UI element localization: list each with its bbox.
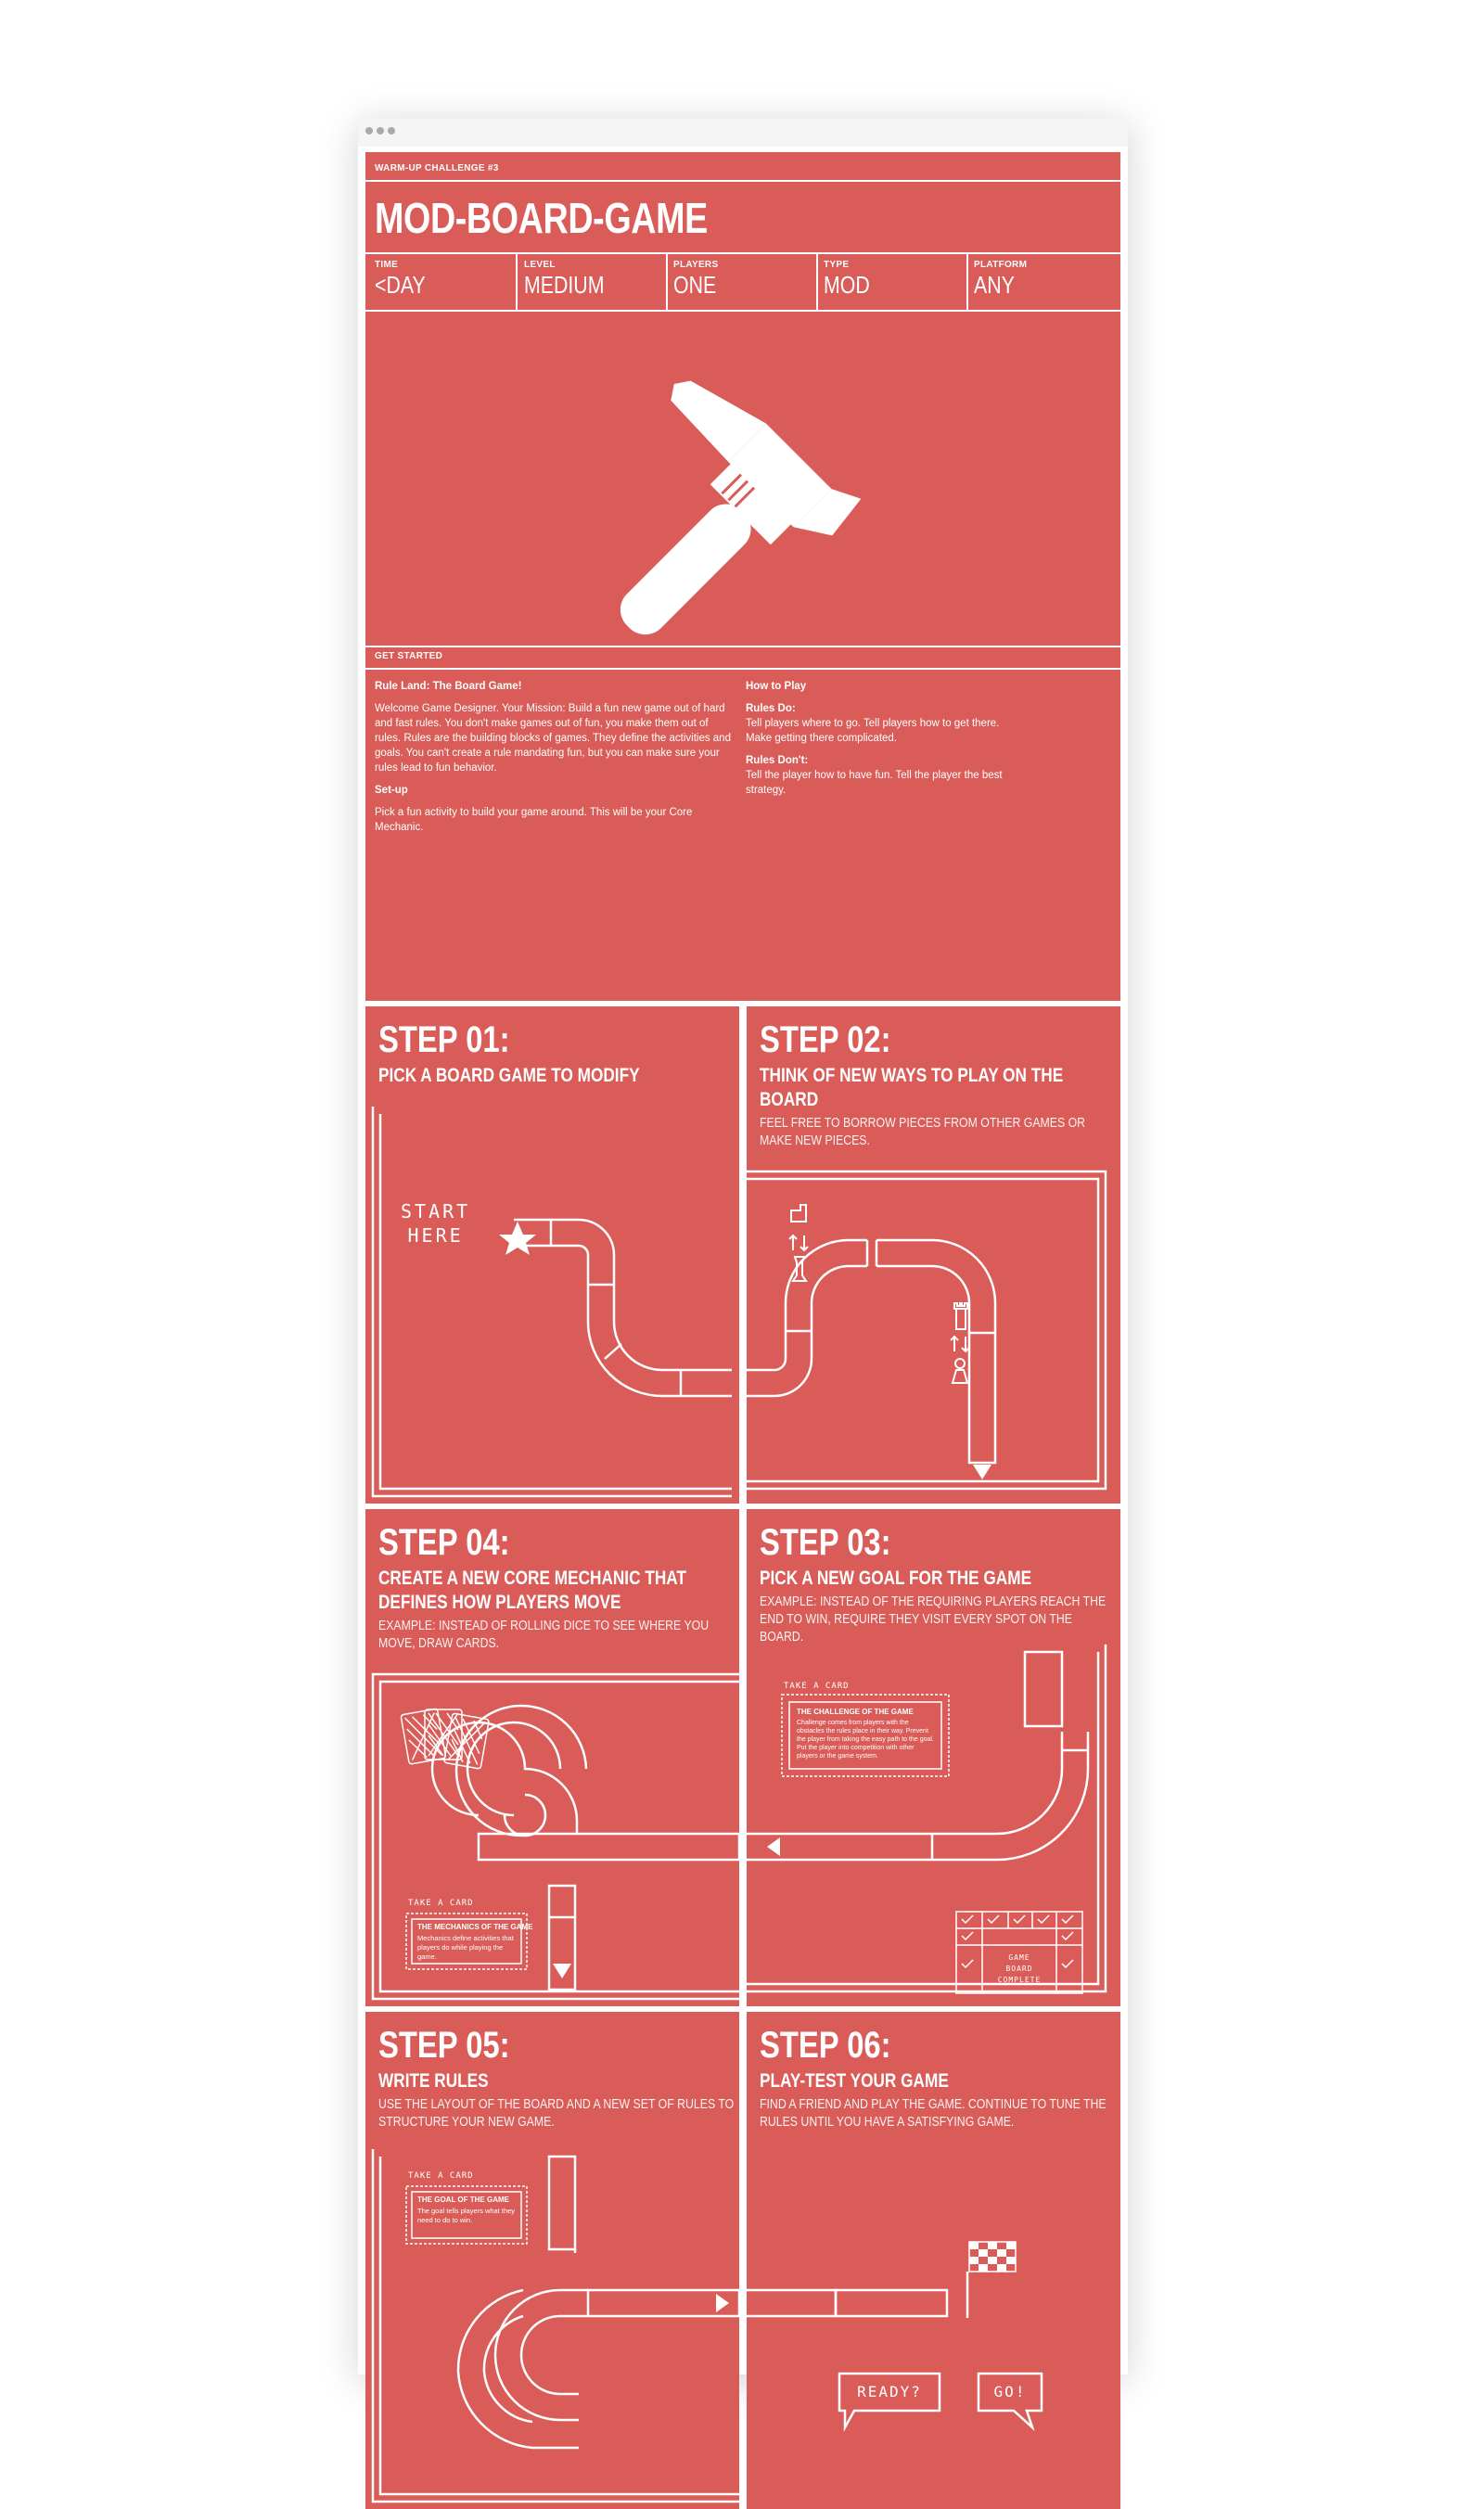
meta-label-level: LEVEL — [524, 260, 556, 270]
step-04-board-path — [371, 1672, 739, 2001]
step-04-title: STEP 04: — [378, 1522, 510, 1563]
game-board-complete-label: GAME BOARD COMPLETE — [990, 1952, 1049, 1986]
challenge-kicker: WARM-UP CHALLENGE #3 — [375, 163, 499, 173]
mechanics-card-title: THE MECHANICS OF THE GAME — [417, 1923, 533, 1931]
divider — [365, 310, 1120, 312]
goal-card-text: The goal tells players what they need to… — [417, 2207, 516, 2224]
complete-line: COMPLETE — [997, 1976, 1042, 1984]
step-04-subtitle: CREATE A NEW CORE MECHANIC THAT DEFINES … — [378, 1568, 686, 1613]
divider — [365, 252, 1120, 254]
step-05-subtitle: WRITE RULES — [378, 2070, 489, 2092]
meta-value-time: <DAY — [375, 271, 426, 299]
ready-bubble: READY? — [857, 2383, 922, 2400]
start-here-label: START HERE — [401, 1199, 470, 1248]
card-caption: TAKE A CARD — [408, 1899, 474, 1908]
step-04-card: STEP 04: CREATE A NEW CORE MECHANIC THAT… — [365, 1509, 739, 2006]
divider — [816, 252, 818, 310]
meta-value-players: ONE — [673, 271, 717, 299]
step-06-card: STEP 06: PLAY-TEST YOUR GAME FIND A FRIE… — [747, 2012, 1120, 2509]
rules-do-text: Tell players where to go. Tell players h… — [746, 718, 1000, 744]
step-06-board-path — [747, 2241, 1043, 2432]
step-01-title: STEP 01: — [378, 1019, 510, 1060]
step-05-title: STEP 05: — [378, 2025, 510, 2066]
step-01-subtitle: PICK A BOARD GAME TO MODIFY — [378, 1065, 640, 1086]
page-title: MOD-BOARD-GAME — [375, 194, 708, 242]
step-02-card: STEP 02: THINK OF NEW WAYS TO PLAY ON TH… — [747, 1006, 1120, 1504]
challenge-card-text: Challenge comes from players with the ob… — [797, 1720, 934, 1760]
window-dot[interactable] — [377, 127, 384, 134]
divider — [365, 180, 1120, 182]
step-01-card: STEP 01: PICK A BOARD GAME TO MODIFY STA… — [365, 1006, 739, 1504]
complete-line: BOARD — [1005, 1965, 1033, 1973]
goal-card-title: THE GOAL OF THE GAME — [417, 2195, 509, 2204]
hammer-icon — [620, 380, 862, 635]
step-03-title: STEP 03: — [760, 1522, 891, 1563]
step-06-title: STEP 06: — [760, 2025, 891, 2066]
window-dot[interactable] — [365, 127, 373, 134]
step-05-desc: USE THE LAYOUT OF THE BOARD AND A NEW SE… — [378, 2096, 735, 2130]
divider — [365, 646, 1120, 647]
meta-value-level: MEDIUM — [524, 271, 605, 299]
setup-title: Set-up — [375, 785, 408, 796]
card-caption: TAKE A CARD — [408, 2171, 474, 2181]
complete-line: GAME — [1008, 1953, 1030, 1962]
step-03-board-path — [747, 1645, 1107, 1994]
step-06-subtitle: PLAY-TEST YOUR GAME — [760, 2070, 949, 2092]
mechanics-card-text: Mechanics define activities that players… — [417, 1934, 514, 1961]
meta-label-type: TYPE — [824, 260, 850, 270]
divider — [516, 252, 518, 310]
divider — [365, 668, 1120, 670]
challenge-header-panel: WARM-UP CHALLENGE #3 MOD-BOARD-GAME TIME… — [365, 152, 1120, 1001]
browser-window: WARM-UP CHALLENGE #3 MOD-BOARD-GAME TIME… — [358, 119, 1128, 2509]
step-02-subtitle: THINK OF NEW WAYS TO PLAY ON THE BOARD — [760, 1065, 1064, 1110]
rules-do-title: Rules Do: — [746, 703, 796, 714]
step-06-desc: FIND A FRIEND AND PLAY THE GAME. CONTINU… — [760, 2096, 1107, 2130]
window-dot[interactable] — [388, 127, 395, 134]
step-05-board-path — [371, 2149, 739, 2503]
step-01-board-path — [371, 1107, 732, 1498]
get-started-right: How to Play Rules Do: Tell players where… — [746, 679, 1024, 798]
start-label: START — [401, 1200, 471, 1222]
step-02-title: STEP 02: — [760, 1019, 891, 1060]
here-label: HERE — [407, 1224, 464, 1247]
step-03-card: STEP 03: PICK A NEW GOAL FOR THE GAME EX… — [747, 1509, 1120, 2006]
step-02-desc: FEEL FREE TO BORROW PIECES FROM OTHER GA… — [760, 1115, 1086, 1148]
how-to-play-title: How to Play — [746, 681, 807, 692]
meta-label-time: TIME — [375, 260, 399, 270]
challenge-card-title: THE CHALLENGE OF THE GAME — [797, 1708, 914, 1716]
window-controls[interactable] — [365, 127, 395, 134]
meta-value-type: MOD — [824, 271, 870, 299]
get-started-left: Rule Land: The Board Game! Welcome Game … — [375, 679, 736, 835]
card-caption: TAKE A CARD — [784, 1682, 850, 1691]
setup-text: Pick a fun activity to build your game a… — [375, 807, 693, 833]
divider — [666, 252, 668, 310]
meta-label-platform: PLATFORM — [974, 260, 1028, 270]
go-bubble: GO! — [993, 2383, 1027, 2400]
rules-dont-title: Rules Don't: — [746, 755, 809, 766]
mission-paragraph: Welcome Game Designer. Your Mission: Bui… — [375, 703, 731, 774]
step-03-desc: EXAMPLE: INSTEAD OF THE REQUIRING PLAYER… — [760, 1594, 1107, 1645]
meta-value-platform: ANY — [974, 271, 1015, 299]
window-titlebar — [358, 119, 1128, 147]
step-04-desc: EXAMPLE: INSTEAD OF ROLLING DICE TO SEE … — [378, 1618, 710, 1651]
step-02-board-path — [747, 1170, 1107, 1491]
step-05-card: STEP 05: WRITE RULES USE THE LAYOUT OF T… — [365, 2012, 739, 2509]
meta-label-players: PLAYERS — [673, 260, 719, 270]
get-started-heading: GET STARTED — [375, 651, 443, 661]
rules-dont-text: Tell the player how to have fun. Tell th… — [746, 770, 1003, 796]
rule-land-title: Rule Land: The Board Game! — [375, 681, 522, 692]
step-03-subtitle: PICK A NEW GOAL FOR THE GAME — [760, 1568, 1032, 1589]
divider — [966, 252, 968, 310]
